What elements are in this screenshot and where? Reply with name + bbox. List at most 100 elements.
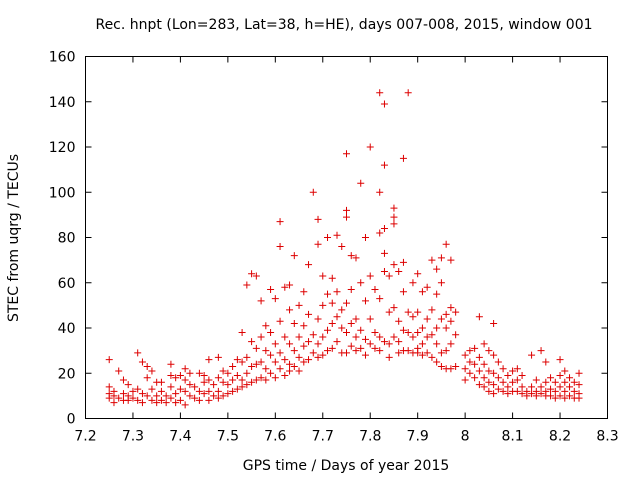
- data-point: [357, 179, 365, 187]
- data-point: [428, 256, 436, 264]
- data-point: [385, 353, 393, 361]
- data-point: [418, 351, 426, 359]
- data-point: [371, 329, 379, 337]
- data-point: [172, 390, 180, 398]
- data-point: [575, 394, 583, 402]
- data-point: [480, 360, 488, 368]
- data-point: [490, 390, 498, 398]
- data-point: [257, 297, 265, 305]
- data-point: [305, 356, 313, 364]
- data-point: [414, 349, 422, 357]
- data-point: [376, 229, 384, 237]
- data-point: [195, 387, 203, 395]
- data-point: [205, 387, 213, 395]
- data-point: [376, 333, 384, 341]
- data-point: [314, 240, 322, 248]
- data-point: [143, 362, 151, 370]
- data-point: [243, 353, 251, 361]
- data-point: [490, 369, 498, 377]
- data-point: [172, 374, 180, 382]
- x-tick-label: 7.9: [407, 429, 429, 445]
- data-point: [162, 399, 170, 407]
- data-point: [523, 392, 531, 400]
- data-point: [328, 274, 336, 282]
- y-tick-label: 80: [58, 231, 76, 247]
- data-point: [390, 304, 398, 312]
- data-point: [518, 383, 526, 391]
- data-point: [428, 353, 436, 361]
- x-tick-label: 7.5: [217, 429, 239, 445]
- data-point: [547, 374, 555, 382]
- data-point: [556, 392, 564, 400]
- data-point: [309, 349, 317, 357]
- data-point: [485, 347, 493, 355]
- data-point: [262, 365, 270, 373]
- data-point: [556, 383, 564, 391]
- data-point: [409, 333, 417, 341]
- y-tick-label: 120: [49, 140, 76, 156]
- data-point: [338, 324, 346, 332]
- data-point: [414, 270, 422, 278]
- data-point: [528, 351, 536, 359]
- data-point: [110, 399, 118, 407]
- data-point: [124, 381, 132, 389]
- data-point: [380, 224, 388, 232]
- data-point: [361, 335, 369, 343]
- data-point: [347, 342, 355, 350]
- data-point: [433, 340, 441, 348]
- y-axis-label: STEC from uqrg / TECUs: [6, 154, 22, 322]
- data-point: [480, 340, 488, 348]
- data-point: [414, 329, 422, 337]
- data-point: [276, 317, 284, 325]
- data-point: [167, 394, 175, 402]
- data-point: [399, 154, 407, 162]
- data-point: [499, 387, 507, 395]
- data-point: [243, 281, 251, 289]
- data-point: [376, 188, 384, 196]
- data-point: [395, 349, 403, 357]
- data-point: [286, 340, 294, 348]
- data-point: [314, 353, 322, 361]
- data-point: [233, 372, 241, 380]
- data-point: [461, 376, 469, 384]
- data-point: [390, 204, 398, 212]
- data-point: [390, 213, 398, 221]
- data-point: [399, 258, 407, 266]
- data-point: [561, 387, 569, 395]
- data-point: [205, 356, 213, 364]
- y-axis-ticks: 0 20 40 60 80 100 120 140 160: [49, 50, 608, 428]
- data-point: [138, 399, 146, 407]
- data-point: [252, 376, 260, 384]
- data-point: [129, 394, 137, 402]
- data-point: [380, 338, 388, 346]
- data-point: [404, 347, 412, 355]
- data-point: [480, 383, 488, 391]
- data-point: [361, 234, 369, 241]
- data-point: [447, 340, 455, 348]
- data-point: [290, 347, 298, 355]
- data-point: [475, 313, 483, 321]
- data-point: [528, 383, 536, 391]
- data-point: [504, 383, 512, 391]
- data-point: [561, 378, 569, 386]
- data-point: [243, 369, 251, 377]
- data-point: [404, 329, 412, 337]
- data-point: [333, 288, 341, 296]
- data-point: [148, 367, 156, 375]
- data-point: [309, 331, 317, 339]
- data-point: [461, 351, 469, 359]
- data-point: [437, 279, 445, 287]
- data-point: [300, 358, 308, 366]
- data-point: [537, 383, 545, 391]
- data-point: [186, 381, 194, 389]
- data-point: [343, 213, 350, 221]
- x-axis-ticks: 7.2 7.3 7.4 7.5 7.6 7.7 7.8 7.9 8 8.1 8.2 8.3: [74, 56, 619, 445]
- data-point: [494, 385, 502, 393]
- data-point: [276, 349, 284, 357]
- data-point: [110, 392, 118, 400]
- data-point: [210, 381, 218, 389]
- data-point: [186, 369, 194, 377]
- data-point: [205, 396, 213, 404]
- data-point: [385, 340, 393, 348]
